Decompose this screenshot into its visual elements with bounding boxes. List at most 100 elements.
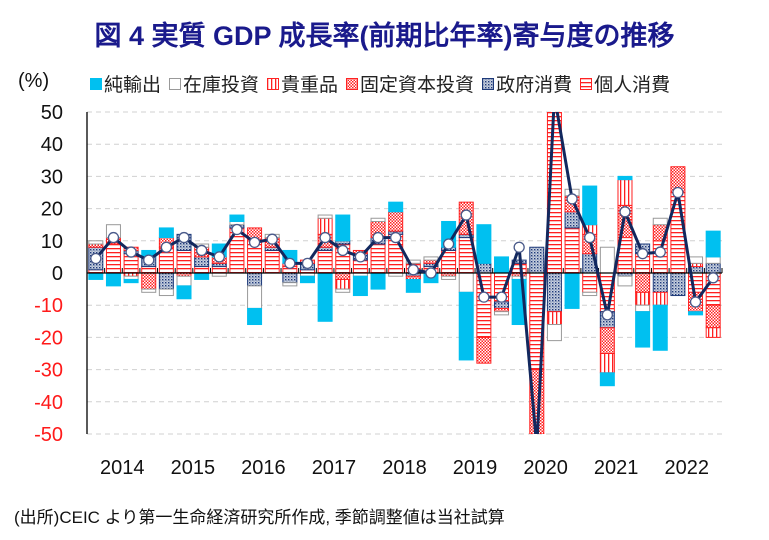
bar-segment — [599, 353, 615, 374]
bar-segment — [405, 259, 421, 264]
gdp-point — [107, 231, 120, 244]
bar-segment — [617, 179, 633, 206]
bar-segment — [458, 272, 474, 293]
bar-segment — [141, 272, 157, 290]
gdp-point — [390, 231, 402, 244]
bar-segment — [582, 185, 598, 226]
bar-segment — [546, 272, 562, 313]
bar-segment — [494, 256, 510, 274]
bar-segment — [652, 272, 668, 293]
bar-segment — [635, 311, 651, 348]
x-tick-label: 2018 — [382, 457, 427, 479]
legend: 純輸出 在庫投資 貴重品 固定資本投資 政府消費 個人消費 — [90, 70, 670, 97]
bar-segment — [529, 246, 545, 274]
bar-segment — [688, 311, 704, 316]
bar-segment — [158, 272, 174, 290]
bar-segment — [652, 217, 668, 226]
legend-label: 在庫投資 — [183, 75, 260, 96]
bar-segment — [247, 307, 263, 326]
bar-segment — [546, 112, 562, 274]
gdp-point — [619, 206, 631, 218]
y-tick-label: 40 — [41, 134, 63, 156]
legend-label: 政府消費 — [496, 75, 573, 96]
legend-label: 固定資本投資 — [360, 75, 475, 96]
bar-segment — [141, 266, 157, 274]
bar-segment — [105, 272, 121, 287]
bar-segment — [247, 272, 263, 287]
legend-label: 純輸出 — [104, 75, 162, 96]
x-tick-label: 2019 — [453, 457, 498, 479]
gdp-point — [213, 251, 225, 263]
bar-segment — [564, 211, 580, 229]
legend-swatch-inventory — [169, 77, 182, 90]
bar-segment — [229, 214, 245, 222]
gdp-point — [654, 246, 666, 258]
legend-item-net-exports: 純輸出 — [90, 70, 161, 97]
legend-swatch-net-exports — [90, 77, 102, 90]
bar-segment — [546, 324, 562, 342]
gdp-point — [636, 248, 649, 260]
bar-segment — [141, 288, 157, 293]
bar-segment — [582, 272, 598, 293]
y-tick-label: 20 — [41, 199, 63, 221]
bar-segment — [352, 275, 368, 297]
bar-segment — [705, 230, 721, 258]
gdp-point — [337, 244, 349, 257]
bar-segment — [405, 278, 421, 293]
x-tick-label: 2017 — [312, 457, 357, 479]
bar-segment — [88, 272, 104, 280]
gdp-point — [566, 193, 578, 205]
gdp-point — [460, 209, 472, 221]
x-axis-ticks: 2014 2015 2016 2017 2018 2019 2020 2021 2022 — [100, 457, 709, 479]
bar-segment — [370, 272, 386, 290]
gdp-point — [178, 231, 190, 244]
bar-segment — [264, 249, 280, 274]
legend-label: 個人消費 — [594, 75, 671, 96]
bar-segment — [370, 217, 386, 222]
y-tick-label: -50 — [34, 424, 63, 446]
gdp-point — [143, 254, 155, 266]
gdp-point — [231, 223, 243, 236]
bar-segment — [652, 291, 668, 306]
y-tick-label: -40 — [34, 392, 63, 414]
gdp-point — [513, 241, 525, 253]
gdp-point — [284, 257, 296, 269]
bar-segment — [176, 275, 192, 287]
y-axis-ticks: 50 40 30 20 10 0 -10 -20 -30 -40 -50 — [34, 102, 63, 446]
gdp-point — [196, 244, 208, 257]
x-tick-label: 2015 — [171, 457, 216, 479]
legend-item-private-consumption: 個人消費 — [580, 70, 670, 97]
legend-item-valuables: 貴重品 — [267, 70, 338, 97]
bar-segment — [599, 372, 615, 387]
bar-segment — [317, 272, 333, 322]
bar-segment — [705, 327, 721, 338]
gdp-point — [601, 309, 613, 321]
gdp-point — [707, 272, 719, 284]
bar-segment — [88, 240, 104, 245]
bar-segment — [158, 227, 174, 239]
bar-segment — [476, 336, 492, 364]
legend-swatch-fixed-investment — [346, 77, 359, 90]
y-tick-label: 0 — [52, 263, 63, 285]
legend-swatch-valuables — [267, 77, 280, 90]
y-tick-label: 50 — [41, 102, 63, 124]
bar-segment — [494, 311, 510, 316]
legend-swatch-private-consumption — [580, 77, 593, 90]
bars — [88, 0, 721, 434]
bar-segment — [564, 227, 580, 274]
gdp-point — [248, 236, 261, 249]
legend-item-fixed-investment: 固定資本投資 — [346, 70, 474, 97]
bar-segment — [441, 275, 457, 280]
bar-segment — [652, 304, 668, 351]
bar-segment — [617, 175, 633, 181]
y-axis-unit: (%) — [18, 70, 50, 92]
legend-item-inventory: 在庫投資 — [169, 70, 259, 97]
gdp-point — [442, 238, 455, 250]
bar-segment — [282, 282, 298, 287]
gdp-point — [495, 291, 508, 303]
bar-segment — [335, 272, 351, 280]
bar-segment — [547, 0, 561, 15]
gridlines — [87, 111, 722, 435]
y-tick-label: -20 — [34, 327, 63, 349]
